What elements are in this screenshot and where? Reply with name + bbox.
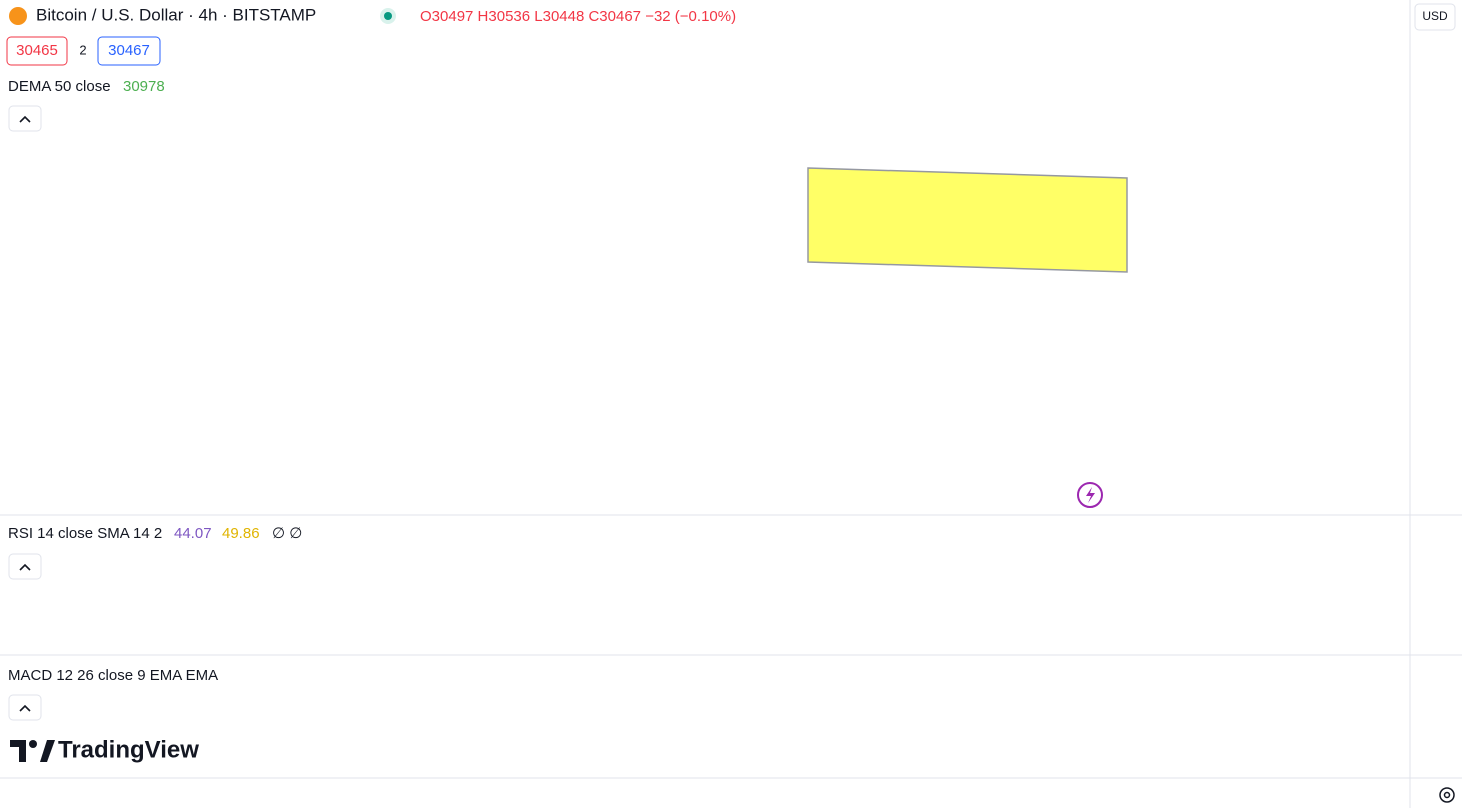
rsi-extra: ∅ ∅ [272, 525, 302, 542]
ohlc: O30497 H30536 L30448 C30467 −32 (−0.10%) [420, 8, 736, 25]
logo-mark [10, 740, 26, 762]
coin-icon [9, 7, 27, 25]
collapse-box [8, 694, 42, 721]
chevron [19, 563, 31, 571]
currency-button[interactable] [1414, 3, 1456, 31]
gear [1439, 787, 1455, 803]
currency: USD [1422, 9, 1448, 23]
buy-button[interactable] [97, 36, 161, 66]
collapse-button[interactable] [8, 105, 42, 132]
rsi-value: 44.07 [174, 525, 212, 542]
dema-legend: DEMA 50 close [8, 78, 111, 95]
channel-drawing [807, 167, 1128, 273]
settings-button[interactable] [1439, 787, 1455, 803]
collapse-box [8, 105, 42, 132]
gear-center [1443, 791, 1451, 799]
chevron [19, 115, 31, 123]
rsi-legend: RSI 14 close SMA 14 2 [8, 525, 162, 542]
rsi-sma-value: 49.86 [222, 525, 260, 542]
spread: 2 [79, 42, 86, 57]
symbol-title: Bitcoin / U.S. Dollar · 4h · BITSTAMP [36, 5, 316, 24]
collapse-button[interactable] [8, 694, 42, 721]
market-status-dot [384, 12, 392, 20]
logo: TradingView [10, 736, 199, 763]
chevron [19, 704, 31, 712]
dema-value: 30978 [123, 78, 165, 95]
logo-mark [40, 740, 55, 762]
brand: TradingView [58, 736, 199, 763]
macd-legend: MACD 12 26 close 9 EMA EMA [8, 667, 218, 684]
collapse-box [8, 553, 42, 580]
sell-button[interactable] [6, 36, 68, 66]
lightning [1086, 487, 1095, 503]
logo-mark [29, 740, 37, 748]
bid: 30465 [16, 42, 58, 59]
ask: 30467 [108, 42, 150, 59]
collapse-button[interactable] [8, 553, 42, 580]
